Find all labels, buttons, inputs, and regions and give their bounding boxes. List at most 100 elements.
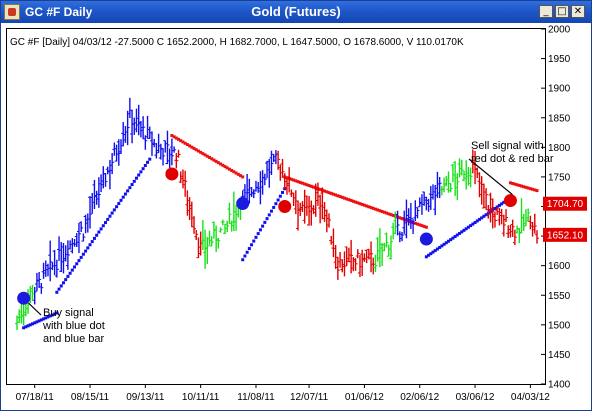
stop-dot [424, 255, 428, 259]
stop-dot [342, 196, 346, 200]
minimize-button[interactable]: _ [539, 5, 553, 18]
stop-dot [281, 190, 285, 194]
stop-dot [391, 213, 395, 217]
close-button[interactable]: ✕ [571, 5, 585, 18]
stop-dot [57, 287, 61, 291]
stop-dot [219, 162, 223, 166]
stop-dot [263, 220, 267, 224]
stop-dot [431, 250, 435, 254]
stop-dot [429, 252, 433, 256]
chart-plot-area[interactable] [6, 28, 546, 385]
x-axis-tick-label: 10/11/11 [182, 392, 220, 403]
stop-dot [181, 140, 185, 144]
stop-dot [172, 135, 176, 139]
stop-dot [376, 208, 380, 212]
stop-dot [340, 195, 344, 199]
stop-dot [70, 268, 74, 272]
stop-dot [208, 156, 212, 160]
stop-dot [37, 319, 41, 323]
stop-dot [68, 271, 72, 275]
price-tag-label: 1652.10 [547, 230, 584, 241]
stop-dot [269, 209, 273, 213]
stop-dot [53, 312, 57, 316]
stop-dot [336, 194, 340, 198]
stop-dot [201, 152, 205, 156]
stop-dot [349, 198, 353, 202]
stop-dot [400, 217, 404, 221]
stop-dot [101, 224, 105, 228]
y-axis-tick-label: 2000 [548, 25, 571, 36]
buy-annotation-line: with blue dot [43, 320, 105, 332]
stop-dot [48, 314, 52, 318]
stop-dot [378, 209, 382, 213]
stop-dot [190, 145, 194, 149]
stop-dot [351, 199, 355, 203]
stop-dot [382, 210, 386, 214]
stop-dot [121, 195, 125, 199]
stop-dot [28, 323, 32, 327]
stop-dot [130, 183, 134, 187]
stop-dot [309, 184, 313, 188]
stop-dot [97, 230, 101, 234]
x-axis-tick-label: 09/13/11 [126, 392, 165, 403]
stop-dot [524, 185, 528, 189]
buy-annotation-line: and blue bar [43, 333, 105, 345]
stop-dot [464, 227, 468, 231]
stop-dot [221, 163, 225, 167]
stop-dot [294, 179, 298, 183]
stop-dot [95, 233, 99, 237]
stop-dot [327, 191, 331, 195]
y-axis-tick-label: 1950 [548, 54, 571, 65]
stop-dot [466, 225, 470, 229]
stop-dot [106, 217, 110, 221]
stop-dot [216, 161, 220, 165]
stop-dot [134, 176, 138, 180]
stop-dot [477, 217, 481, 221]
stop-dot [33, 321, 37, 325]
stop-dot [84, 249, 88, 253]
stop-dot [522, 185, 526, 189]
sell-signal-dot [165, 167, 179, 181]
stop-dot [442, 242, 446, 246]
x-axis-tick-label: 07/18/11 [16, 392, 55, 403]
stop-dot [230, 168, 234, 172]
chart-app-icon[interactable] [4, 4, 20, 20]
stop-dot [115, 205, 119, 209]
maximize-button[interactable]: □ [555, 5, 569, 18]
y-axis-tick-label: 1850 [548, 113, 571, 124]
stop-dot [495, 205, 499, 209]
stop-dot [475, 219, 479, 223]
stop-dot [285, 176, 289, 180]
stop-dot [42, 317, 46, 321]
stop-dot [44, 316, 48, 320]
sell-signal-dot [503, 194, 517, 208]
x-axis-tick-label: 08/15/11 [71, 392, 110, 403]
y-axis-tick-label: 1800 [548, 143, 571, 154]
stop-dot [128, 186, 132, 190]
stop-dot [112, 208, 116, 212]
stop-dot [497, 203, 501, 207]
title-bar[interactable]: GC #F Daily Gold (Futures) _ □ ✕ [1, 1, 591, 23]
stop-dot [500, 202, 504, 206]
stop-dot [440, 244, 444, 248]
stop-dot [146, 160, 150, 164]
stop-dot [212, 158, 216, 162]
buy-annotation-arrow [28, 302, 42, 316]
stop-dot [453, 235, 457, 239]
stop-dot [367, 205, 371, 209]
stop-dot [50, 313, 54, 317]
stop-dot [254, 235, 258, 239]
stop-dot [380, 209, 384, 213]
stop-dot [444, 241, 448, 245]
stop-dot [59, 284, 63, 288]
stop-dot [307, 184, 311, 188]
stop-dot [274, 202, 278, 206]
stop-dot [132, 179, 136, 183]
stop-dot [196, 149, 200, 153]
stop-dot [148, 157, 152, 161]
stop-dot [77, 259, 81, 263]
stop-dot [520, 184, 524, 188]
stop-dot [358, 202, 362, 206]
price-tag [543, 196, 587, 211]
